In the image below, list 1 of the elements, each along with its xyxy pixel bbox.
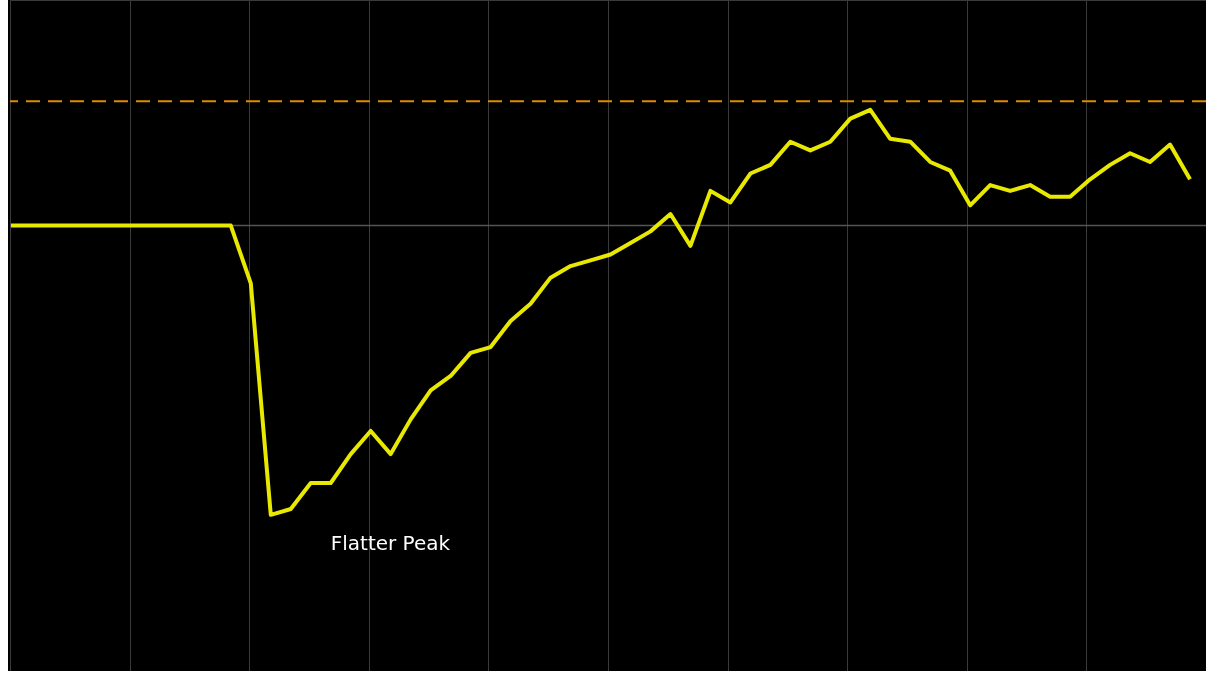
- text: Flatter Peak: [330, 530, 451, 555]
